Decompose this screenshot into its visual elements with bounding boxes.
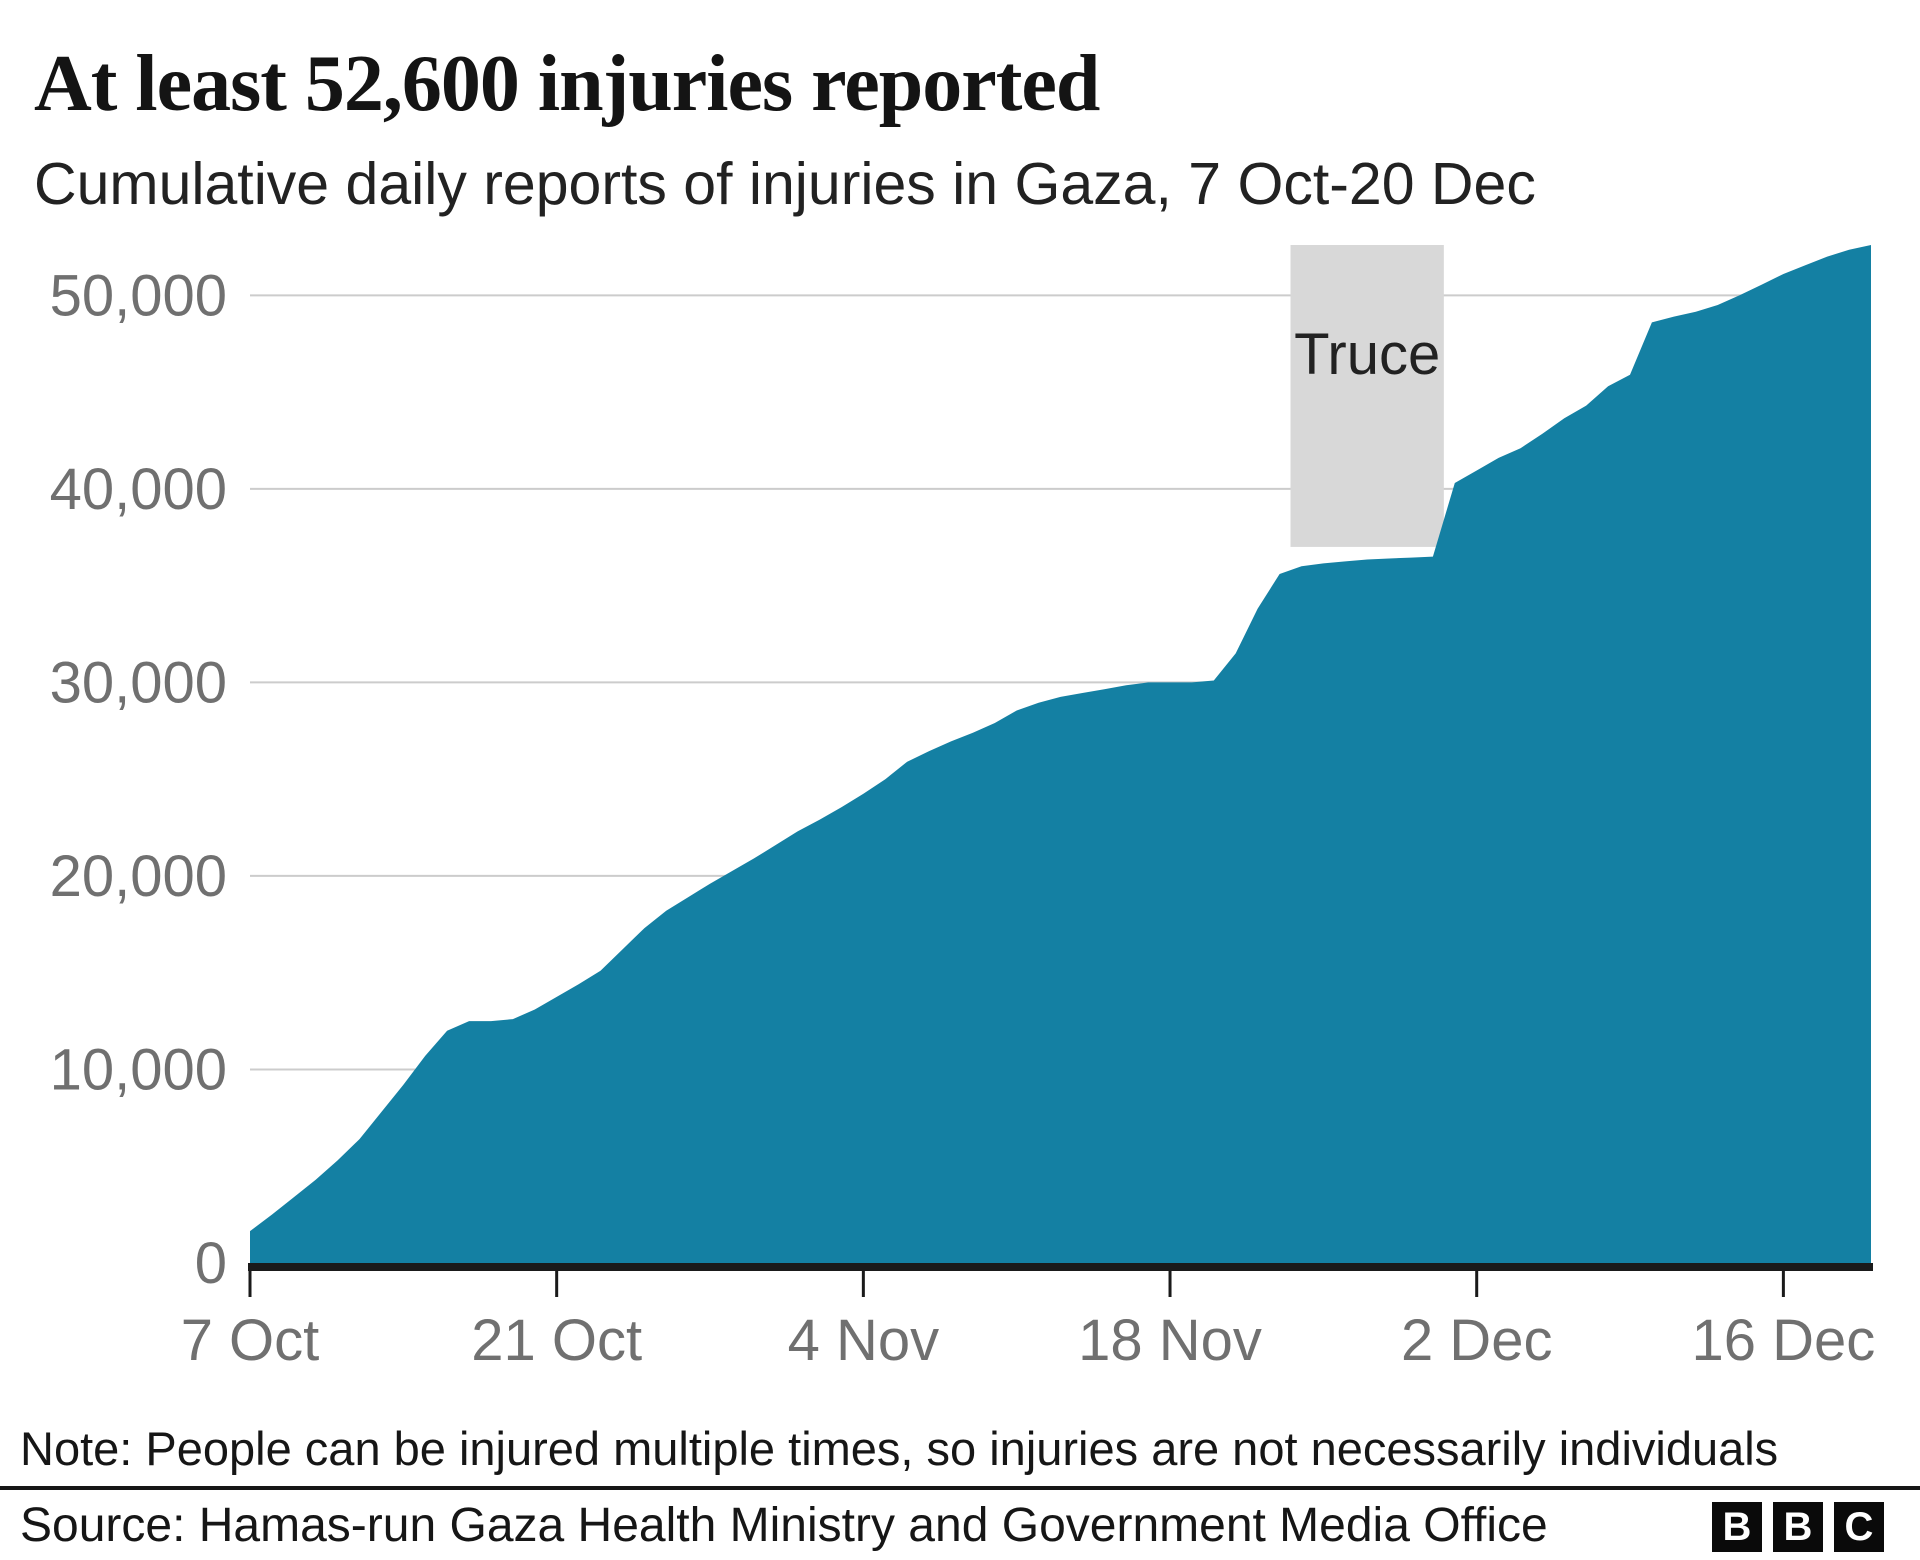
x-tick-label: 16 Dec: [1691, 1308, 1875, 1373]
area-series: [250, 245, 1871, 1263]
y-tick-label: 0: [195, 1231, 227, 1296]
x-tick-label: 7 Oct: [181, 1308, 320, 1373]
source-text: Source: Hamas-run Gaza Health Ministry a…: [20, 1499, 1548, 1552]
x-tick-label: 2 Dec: [1401, 1308, 1553, 1373]
chart-note: Note: People can be injured multiple tim…: [20, 1422, 1779, 1475]
bbc-logo-block-b1: B: [1712, 1502, 1762, 1552]
x-tick-label: 18 Nov: [1078, 1308, 1262, 1373]
x-tick-label: 4 Nov: [788, 1308, 940, 1373]
footer-source-row: Source: Hamas-run Gaza Health Ministry a…: [20, 1500, 1920, 1552]
y-tick-label: 30,000: [50, 650, 227, 715]
truce-annotation-label: Truce: [1294, 322, 1440, 387]
x-axis-line: [248, 1263, 1873, 1271]
y-tick-label: 20,000: [50, 844, 227, 909]
y-tick-label: 40,000: [50, 457, 227, 522]
y-tick-label: 50,000: [50, 263, 227, 328]
truce-band: [1290, 245, 1444, 547]
bbc-logo-block-b2: B: [1773, 1502, 1823, 1552]
chart-subtitle: Cumulative daily reports of injuries in …: [34, 151, 1536, 217]
x-tick-label: 21 Oct: [471, 1308, 642, 1373]
chart-title: At least 52,600 injuries reported: [34, 40, 1100, 128]
bbc-logo-block-c: C: [1834, 1502, 1884, 1552]
bbc-logo: B B C: [1712, 1502, 1884, 1552]
y-tick-label: 10,000: [50, 1037, 227, 1102]
footer-divider: [0, 1486, 1920, 1490]
